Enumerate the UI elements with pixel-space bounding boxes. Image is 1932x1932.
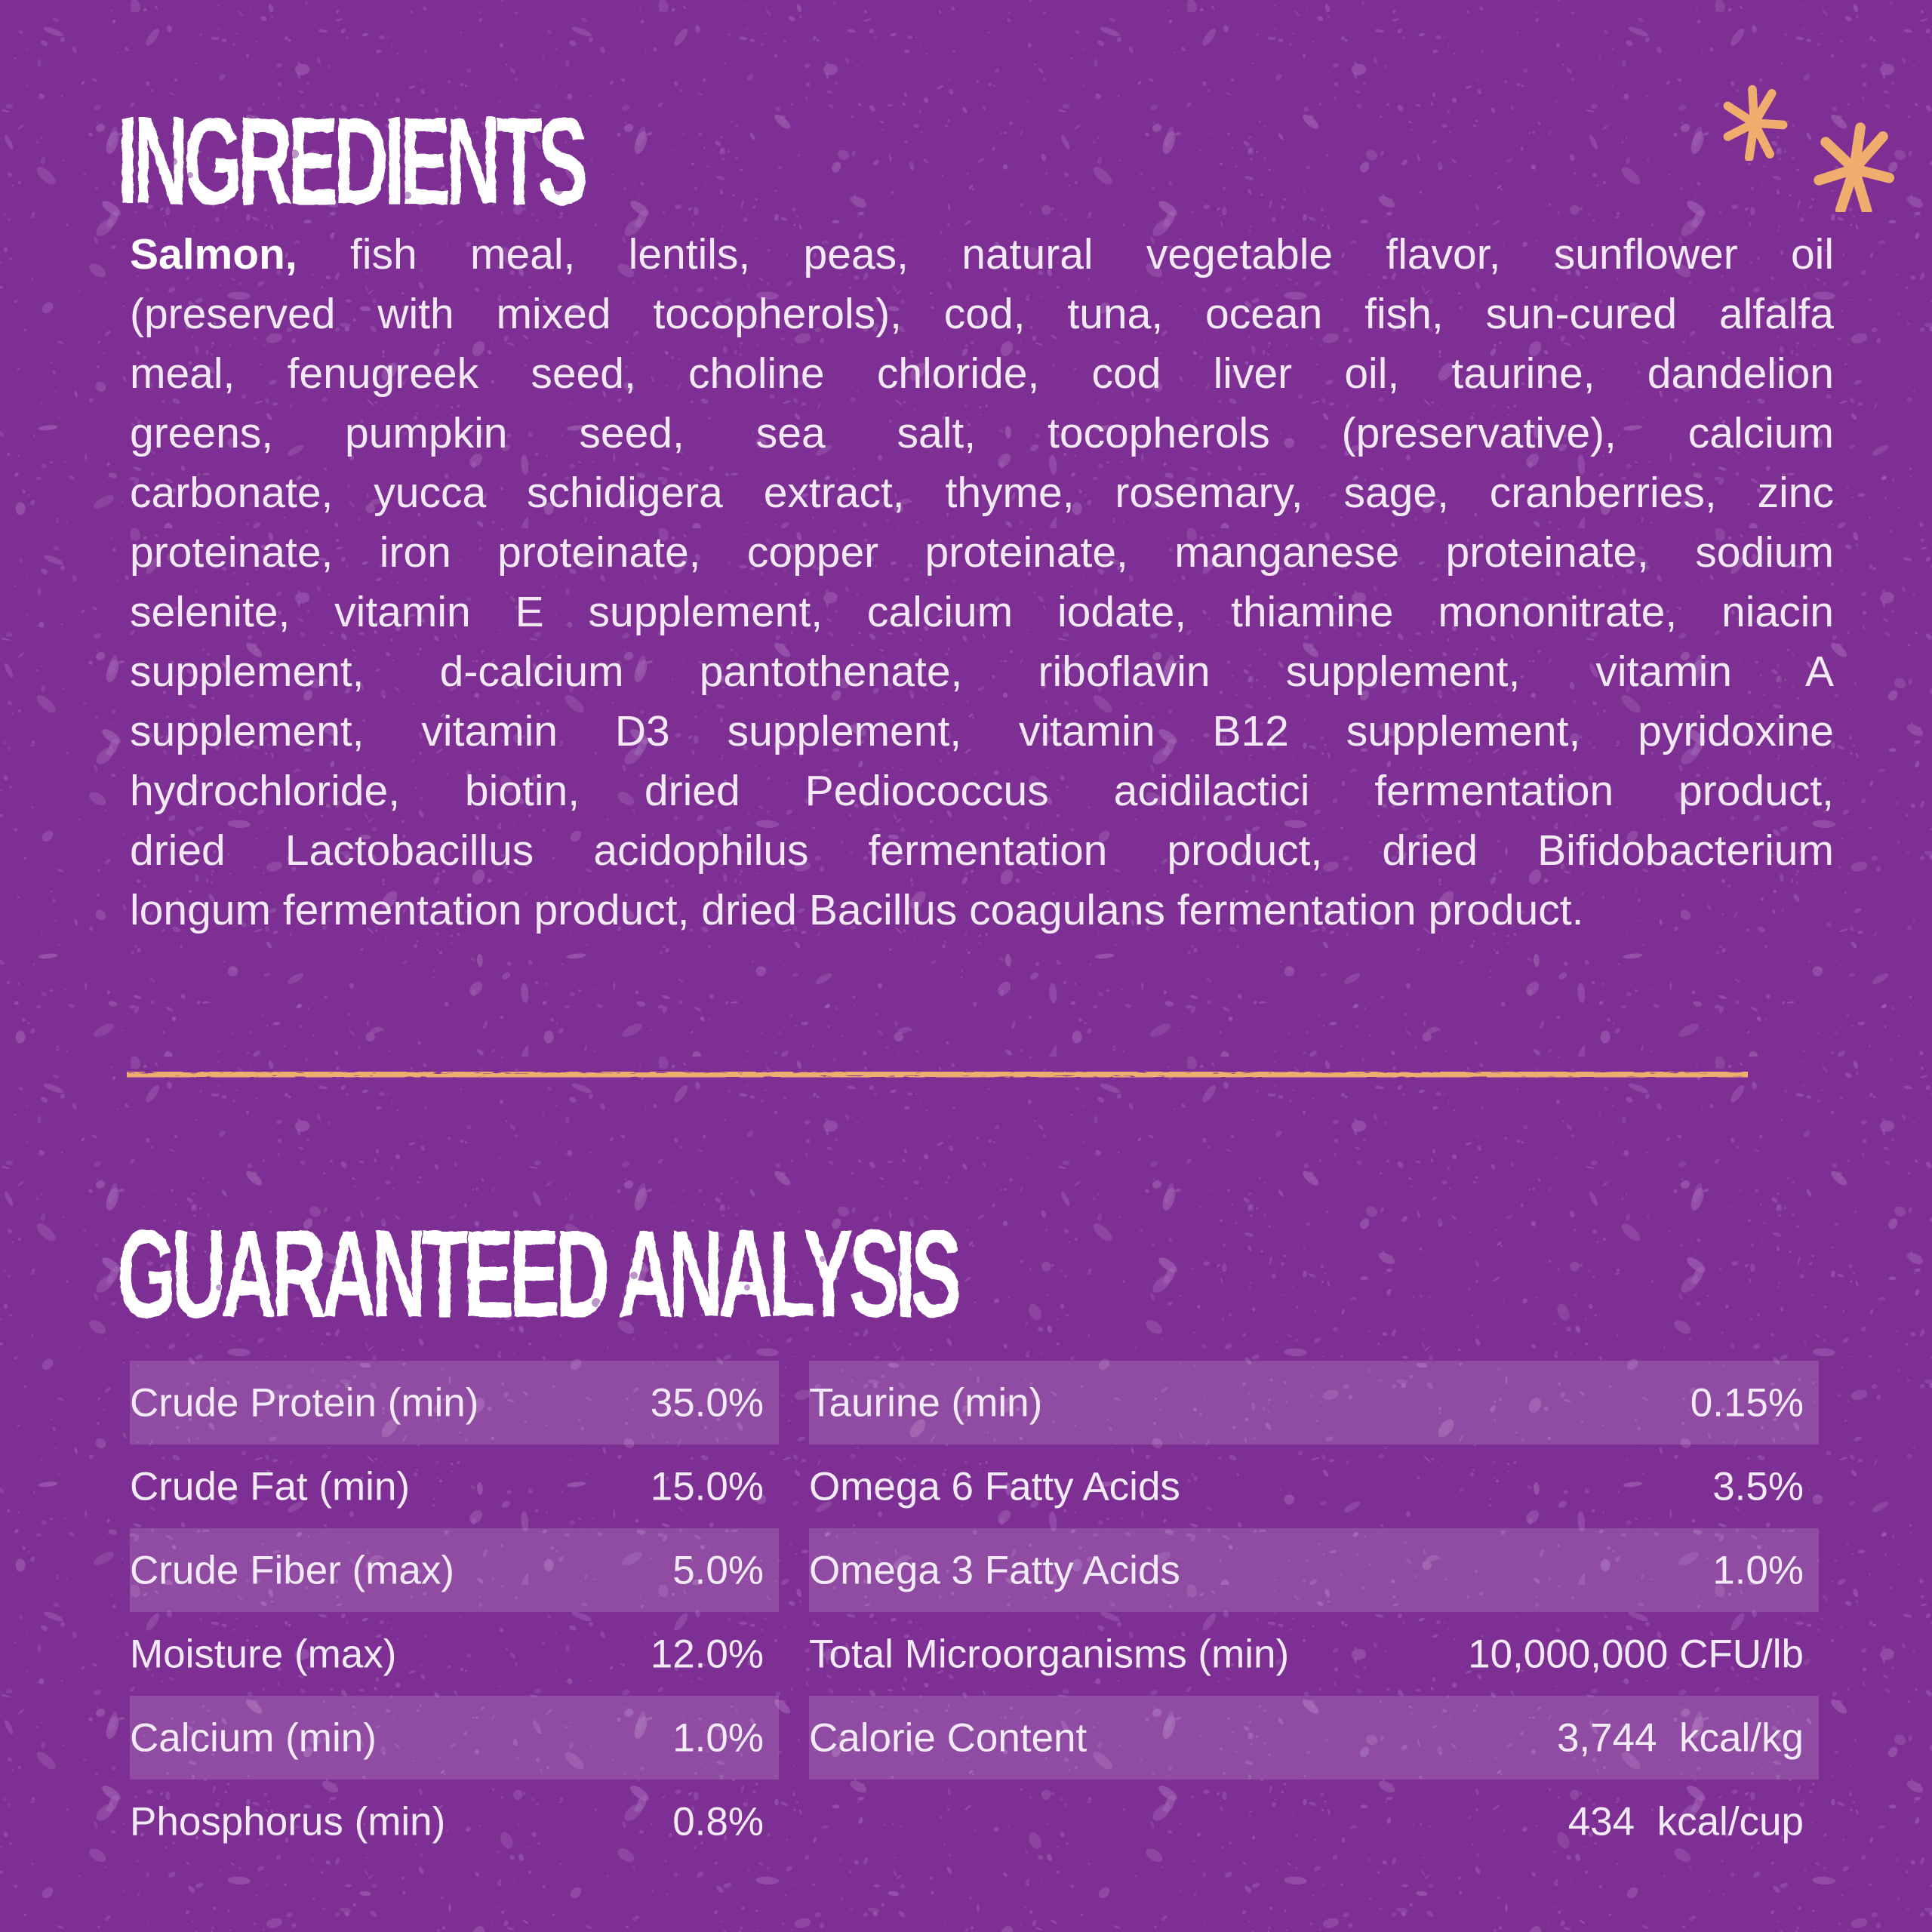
svg-text:GUARANTEED ANALYSIS: GUARANTEED ANALYSIS <box>116 1203 958 1342</box>
svg-text:INGREDIENTS: INGREDIENTS <box>116 91 584 229</box>
